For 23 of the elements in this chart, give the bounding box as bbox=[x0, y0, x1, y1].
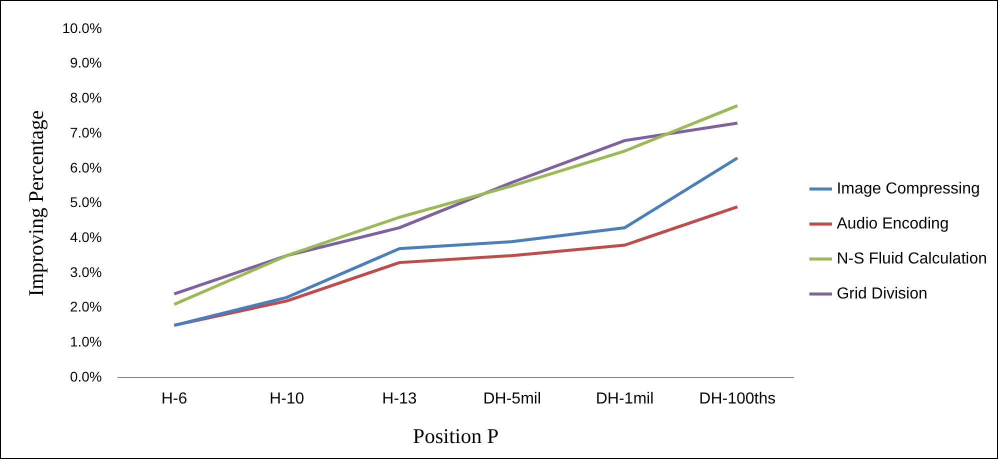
y-tick-label: 7.0% bbox=[70, 124, 102, 140]
y-tick-label: 0.0% bbox=[70, 368, 102, 384]
legend-label: N-S Fluid Calculation bbox=[836, 250, 987, 268]
legend-label: Audio Encoding bbox=[836, 215, 949, 232]
y-tick-label: 6.0% bbox=[70, 159, 102, 176]
y-tick-label: 2.0% bbox=[70, 298, 102, 315]
x-axis-title: Position P bbox=[412, 424, 499, 448]
x-tick-label: H-13 bbox=[382, 390, 417, 408]
legend-label: Grid Division bbox=[836, 285, 928, 302]
x-tick-label: DH-100ths bbox=[699, 390, 776, 408]
y-axis-title: Improving Percentage bbox=[24, 110, 48, 296]
x-tick-label: DH-1mil bbox=[596, 390, 654, 408]
y-tick-label: 4.0% bbox=[70, 229, 102, 246]
y-tick-label: 1.0% bbox=[70, 334, 102, 350]
y-tick-label: 5.0% bbox=[70, 194, 102, 210]
legend-label: Image Compressing bbox=[836, 180, 980, 198]
x-tick-label: H-6 bbox=[161, 390, 188, 408]
y-tick-label: 3.0% bbox=[70, 264, 102, 280]
y-tick-label: 9.0% bbox=[70, 54, 102, 71]
y-tick-label: 10.0% bbox=[62, 20, 102, 36]
x-tick-label: DH-5mil bbox=[483, 390, 542, 408]
x-tick-label: H-10 bbox=[270, 390, 304, 408]
y-tick-label: 8.0% bbox=[70, 90, 102, 106]
